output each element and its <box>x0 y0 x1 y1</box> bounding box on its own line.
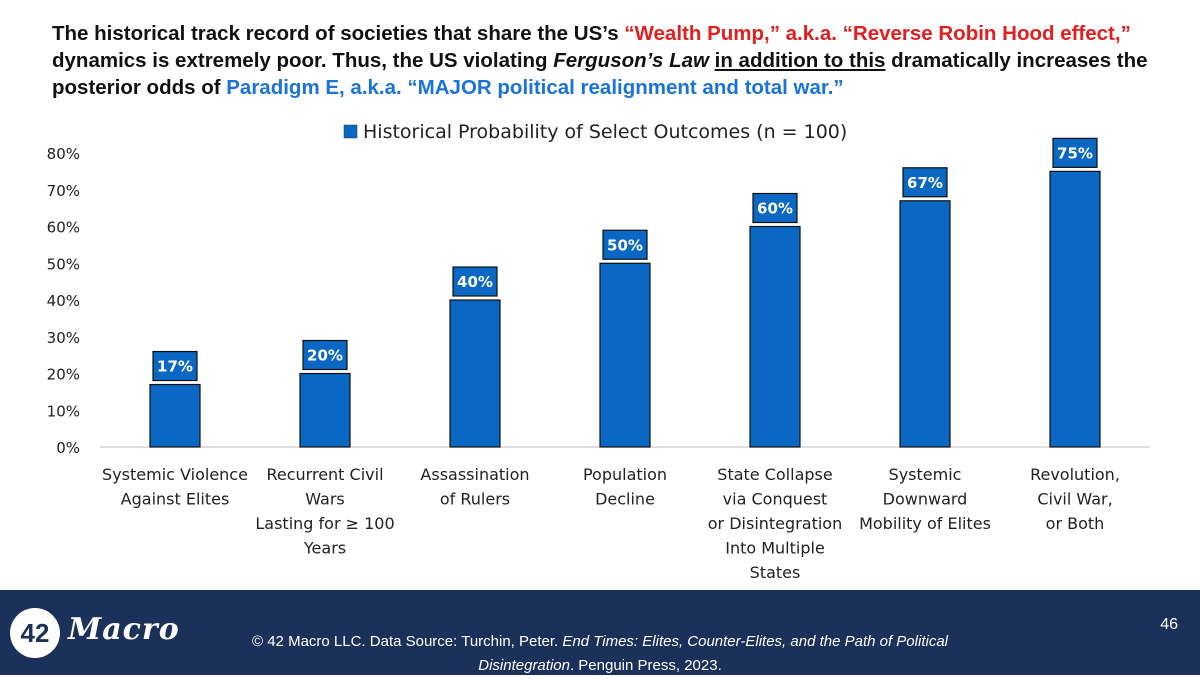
headline-in-addition: in addition to this <box>714 49 886 72</box>
data-label: 50% <box>602 229 648 260</box>
data-label-text: 67% <box>907 174 943 192</box>
x-category-label: Recurrent Civil Wars Lasting for ≥ 100 Year… <box>255 465 394 558</box>
data-label-box <box>752 192 798 224</box>
headline-wealth-pump: “Wealth Pump,” a.k.a. “Reverse Robin Hoo… <box>624 22 1131 45</box>
chart-bars: 17% 20% 40% 50% 60% 67% 75% <box>149 137 1101 448</box>
bar <box>149 383 201 448</box>
bar <box>749 225 801 448</box>
data-label-box <box>152 350 198 382</box>
data-label-box <box>1052 137 1098 168</box>
y-tick-label: 10% <box>47 402 80 420</box>
bar <box>599 262 651 448</box>
data-label: 20% <box>302 339 348 371</box>
chart-x-labels: Systemic Violence Against ElitesRecurrent… <box>102 465 1120 582</box>
bar <box>449 299 501 448</box>
x-category-label: Systemic Violence Against Elites <box>102 465 248 509</box>
y-tick-label: 0% <box>56 439 80 457</box>
bar <box>299 372 351 448</box>
headline-part-1: The historical track record of societies… <box>52 22 625 45</box>
data-label-text: 17% <box>157 358 193 376</box>
y-tick-label: 80% <box>47 145 80 163</box>
source-text-2: . Penguin Press, 2023. <box>569 657 722 674</box>
data-label-text: 60% <box>757 200 793 218</box>
y-tick-label: 50% <box>47 255 80 273</box>
brand-logo: 42 Macro <box>10 608 180 658</box>
headline-part-2: dynamics is extremely poor. Thus, the US… <box>52 49 554 72</box>
data-label: 60% <box>752 192 798 224</box>
x-category-label: State Collapse via Conquest or Disintegrat… <box>708 465 842 582</box>
data-label: 67% <box>902 167 948 198</box>
headline-part-4: dramatically increases the posterior odd… <box>52 49 1148 99</box>
data-label: 17% <box>152 350 198 382</box>
y-tick-label: 20% <box>47 366 80 384</box>
x-category-label: Assassination of Rulers <box>420 465 529 509</box>
footer-bar: 42 Macro © 42 Macro LLC. Data Source: Tu… <box>0 590 1200 675</box>
x-category-label: Revolution, Civil War, or Both <box>1030 465 1120 533</box>
legend-label: Historical Probability of Select Outcome… <box>363 121 847 143</box>
bar-chart: Historical Probability of Select Outcome… <box>47 121 1150 582</box>
data-label-box <box>902 167 948 198</box>
page-number: 46 <box>1160 616 1178 633</box>
data-source-note: © 42 Macro LLC. Data Source: Turchin, Pe… <box>250 630 950 678</box>
data-label-text: 40% <box>457 273 493 291</box>
data-label-box <box>452 266 498 297</box>
logo-wordmark: Macro <box>68 612 180 647</box>
y-tick-label: 40% <box>47 292 80 310</box>
data-label: 75% <box>1052 137 1098 168</box>
data-label-text: 75% <box>1057 144 1093 162</box>
logo-circle: 42 <box>10 608 60 658</box>
chart-axes: 0% 10% 20% 30% 40% 50% 60% 70% 80% <box>47 145 1150 457</box>
headline-fergusons-law: Ferguson’s Law <box>553 49 709 72</box>
chart-legend: Historical Probability of Select Outcome… <box>343 121 847 143</box>
data-label: 40% <box>452 266 498 297</box>
source-book-title: End Times: Elites, Counter-Elites, and t… <box>478 633 948 674</box>
legend-swatch <box>343 124 358 139</box>
source-text-1: © 42 Macro LLC. Data Source: Turchin, Pe… <box>252 633 563 650</box>
y-tick-label: 60% <box>47 219 80 237</box>
bar <box>1049 170 1101 448</box>
headline-paradigm-e: Paradigm E, a.k.a. “MAJOR political real… <box>226 76 844 99</box>
x-category-label: Systemic Downward Mobility of Elites <box>859 465 991 533</box>
x-category-label: Population Decline <box>583 465 667 509</box>
y-tick-label: 70% <box>47 182 80 200</box>
y-tick-label: 30% <box>47 329 80 347</box>
data-label-box <box>602 229 648 260</box>
slide-headline: The historical track record of societies… <box>52 20 1162 101</box>
data-label-box <box>302 339 348 371</box>
data-label-text: 20% <box>307 347 343 365</box>
bar <box>899 200 951 448</box>
data-label-text: 50% <box>607 236 643 254</box>
